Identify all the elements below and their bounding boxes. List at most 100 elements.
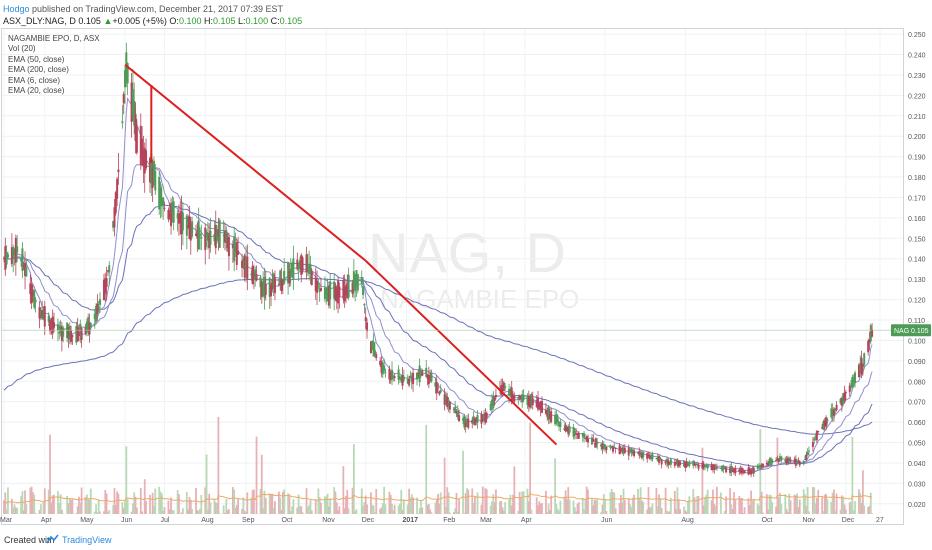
volume-bar (439, 492, 442, 514)
candle-body (226, 238, 229, 249)
volume-bar (443, 457, 446, 514)
candle-body (126, 63, 129, 84)
candle-body (563, 428, 566, 430)
volume-bar (850, 501, 852, 514)
volume-bar (581, 497, 584, 514)
candle-body (592, 438, 595, 442)
candle-body (410, 376, 413, 383)
volume-bar (825, 493, 827, 514)
candle-body (748, 468, 751, 474)
volume-bar (723, 511, 726, 514)
volume-bar (547, 503, 550, 514)
candle-body (785, 459, 788, 463)
candle-body (251, 265, 254, 285)
candle-body (334, 285, 337, 300)
author-link[interactable]: Hodgo (3, 4, 30, 14)
candle-body (3, 257, 5, 259)
volume-bar (213, 499, 216, 514)
volume-bar (170, 497, 172, 514)
candle-body (590, 437, 593, 445)
candle-body (475, 417, 478, 423)
y-tick-label: 0.220 (908, 93, 926, 100)
tradingview-logo-icon (46, 534, 59, 544)
candle-body (600, 444, 603, 447)
volume-bar (842, 496, 845, 514)
legend-ema20[interactable]: EMA (20, close) (8, 86, 65, 96)
volume-bar (518, 491, 521, 514)
candle-body (13, 249, 16, 255)
volume-bar (797, 507, 800, 514)
candle-body (667, 460, 670, 466)
candle-body (133, 101, 136, 126)
volume-bar (333, 487, 336, 514)
candle-body (806, 452, 809, 456)
volume-bar (600, 512, 603, 514)
volume-bar (143, 479, 146, 514)
y-tick-label: 0.120 (908, 298, 926, 305)
volume-bar (89, 488, 92, 514)
low-label: L: (238, 16, 246, 26)
candle-body (262, 282, 265, 296)
x-tick-label: Nov (322, 517, 335, 524)
candle-body (733, 469, 735, 473)
volume-bar (650, 506, 653, 514)
volume-bar (748, 504, 751, 514)
indicator-legend: NAGAMBIE EPO, D, ASX Vol (20) EMA (50, c… (8, 34, 100, 96)
volume-bar (104, 489, 107, 514)
candle-body (485, 412, 488, 418)
candle-body (739, 468, 742, 473)
volume-bar (550, 495, 553, 514)
volume-bar (814, 503, 817, 514)
candle-body (317, 286, 320, 288)
candle-body (259, 277, 262, 288)
candle-body (281, 279, 284, 286)
legend-volume[interactable]: Vol (20) (8, 44, 36, 54)
volume-bar (504, 502, 507, 514)
volume-bar (458, 499, 460, 514)
legend-ema50[interactable]: EMA (50, close) (8, 54, 65, 64)
volume-bar (162, 510, 165, 514)
volume-bar (217, 416, 220, 514)
volume-bar (21, 490, 24, 514)
volume-bar (491, 501, 493, 514)
chart-pane[interactable] (1, 28, 904, 525)
volume-bar (112, 505, 115, 514)
volume-bar (132, 503, 134, 514)
legend-ema200[interactable]: EMA (200, close) (8, 65, 69, 75)
volume-bar (805, 505, 808, 514)
volume-bar (851, 436, 854, 514)
candle-body (122, 93, 125, 104)
candle-body (839, 398, 842, 404)
volume-bar (76, 506, 79, 514)
candle-body (319, 288, 322, 292)
volume-bar (78, 496, 80, 514)
candle-body (38, 307, 41, 319)
candle-body (767, 462, 770, 466)
volume-bar (70, 499, 72, 514)
candle-body (116, 178, 119, 199)
volume-bar (268, 493, 271, 514)
volume-bar (374, 512, 376, 514)
candle-body (538, 402, 541, 408)
candle-body (342, 280, 345, 299)
candle-body (104, 278, 107, 294)
tradingview-link[interactable]: TradingView (62, 535, 112, 545)
y-tick-label: 0.190 (908, 155, 926, 162)
candle-body (179, 213, 182, 224)
y-tick-label: 0.070 (908, 400, 926, 407)
candle-body (20, 258, 23, 261)
candle-body (33, 289, 36, 308)
candle-body (142, 150, 145, 166)
candle-body (565, 427, 568, 431)
candle-body (531, 398, 534, 406)
candle-body (106, 270, 109, 272)
volume-bar (587, 489, 589, 514)
volume-bar (538, 501, 541, 514)
candle-body (280, 278, 283, 291)
candle-body (871, 329, 874, 337)
candle-body (406, 378, 409, 384)
candle-body (24, 263, 27, 277)
legend-ema6[interactable]: EMA (6, close) (8, 75, 61, 85)
volume-bar (296, 507, 299, 514)
